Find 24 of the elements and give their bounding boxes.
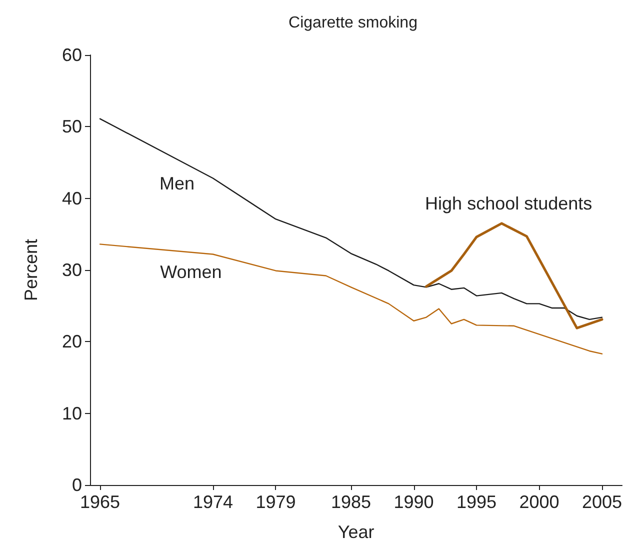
series-label: High school students — [425, 193, 592, 214]
x-axis-title: Year — [338, 522, 374, 542]
line-series — [99, 118, 603, 320]
y-tick-label: 30 — [62, 260, 82, 280]
y-tick-label: 0 — [72, 475, 82, 495]
y-tick-label: 20 — [62, 332, 82, 352]
x-tick-label: 1965 — [80, 492, 120, 512]
x-tick-label: 1979 — [256, 492, 296, 512]
line-series — [99, 244, 603, 354]
x-tick-label: 1974 — [192, 492, 233, 512]
y-tick-label: 10 — [62, 403, 82, 424]
y-tick-label: 60 — [62, 45, 82, 65]
series-label: Women — [160, 262, 222, 282]
x-tick-label: 1985 — [330, 492, 372, 512]
series-label: Men — [159, 173, 194, 194]
x-tick-label: 1990 — [394, 492, 434, 512]
y-tick-label: 40 — [62, 188, 82, 208]
x-tick-label: 2000 — [519, 492, 560, 512]
line-series — [425, 222, 604, 330]
y-tick-label: 50 — [62, 116, 82, 137]
chart-title: Cigarette smoking — [288, 14, 418, 32]
y-axis-title: Percent — [21, 238, 41, 302]
x-tick-label: 1995 — [456, 492, 497, 512]
x-tick-label: 2005 — [582, 492, 622, 512]
